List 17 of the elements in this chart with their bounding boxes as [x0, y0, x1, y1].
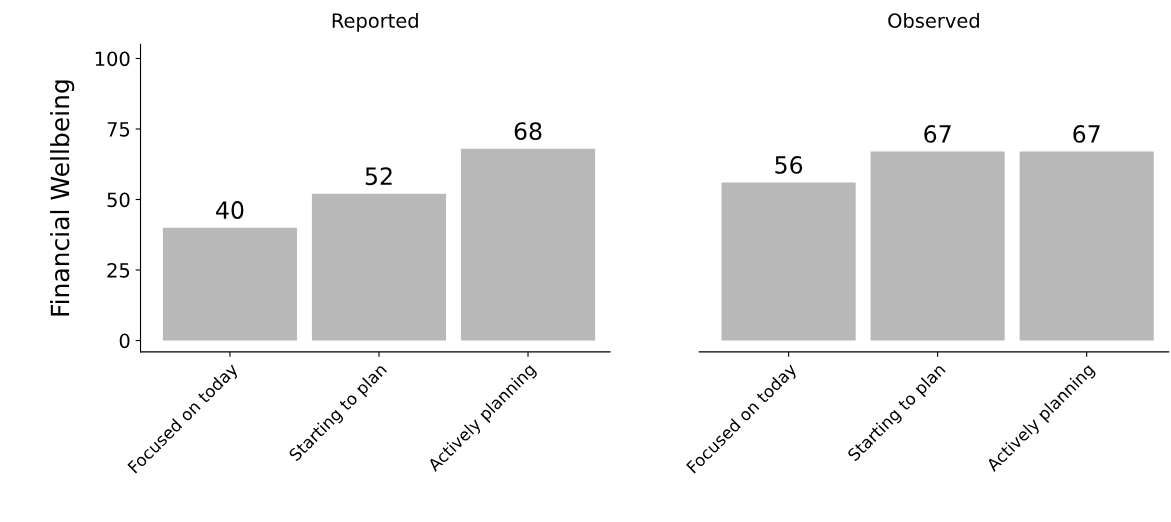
chart-title: Observed [888, 12, 979, 28]
bar [311, 193, 447, 341]
data-label: 68 [514, 122, 542, 140]
data-label: 52 [365, 167, 392, 186]
y-tick-label: 50 [107, 192, 130, 208]
y-tick-label: 100 [95, 51, 130, 67]
data-label: 67 [1073, 124, 1100, 143]
data-label: 67 [924, 124, 951, 143]
bar [460, 148, 596, 341]
y-tick-label: 75 [107, 122, 130, 137]
y-tick-label: 0 [119, 333, 130, 349]
chart-title: Reported [332, 12, 418, 32]
data-label: 40 [216, 201, 244, 219]
data-label: 56 [775, 155, 803, 174]
y-axis-title: Financial Wellbeing [50, 80, 75, 316]
bar [162, 227, 298, 341]
y-tick-label: 25 [107, 262, 130, 278]
